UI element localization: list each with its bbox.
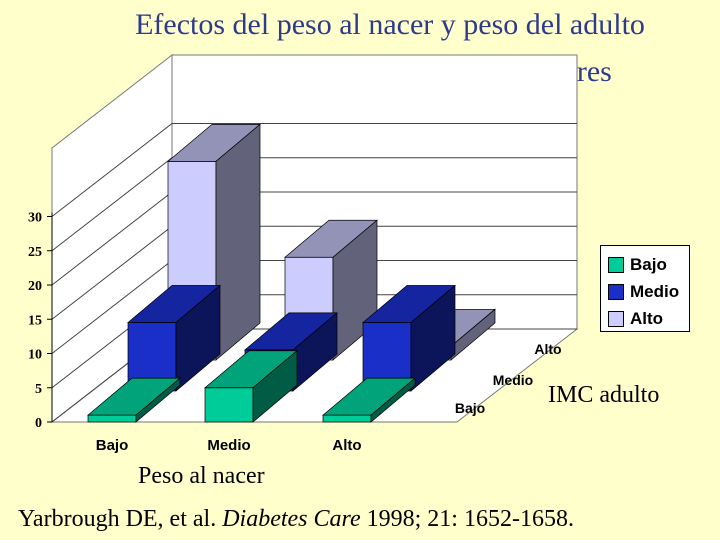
legend-item-alto: Alto	[608, 305, 689, 332]
x-axis-title: Peso al nacer	[138, 463, 265, 489]
x-tick-label: Alto	[332, 437, 361, 454]
bar-side	[135, 377, 181, 423]
y-tick-label: 20	[28, 279, 42, 294]
bar-front	[87, 414, 137, 423]
y-tick-label: 10	[28, 348, 42, 363]
legend-label-medio: Medio	[630, 281, 680, 301]
chart-title-line1: Efectos del peso al nacer y peso del adu…	[135, 8, 645, 41]
citation-ref: 1998; 21: 1652-1658.	[366, 506, 574, 532]
citation-authors: Yarbrough DE, et al.	[18, 506, 217, 532]
z-tick-label: Medio	[493, 372, 533, 388]
bar-bajo-bajo	[87, 377, 181, 423]
bar-side	[175, 284, 221, 392]
y-tick-label: 0	[35, 416, 42, 431]
citation: Yarbrough DE, et al. Diabetes Care 1998;…	[18, 506, 574, 533]
z-axis-title: IMC adulto	[548, 382, 660, 408]
citation-journal: Diabetes Care	[222, 506, 361, 532]
bar-side	[215, 123, 261, 361]
bar-bajo-medio	[204, 349, 298, 423]
legend-swatch-alto	[608, 310, 624, 327]
bar-side	[252, 349, 298, 423]
y-tick-label: 5	[35, 382, 42, 397]
gridline	[51, 123, 577, 217]
y-axis-ticks: 0 5 10 15 20 25 30	[28, 211, 53, 431]
chart-bars	[87, 123, 496, 423]
legend-label-alto: Alto	[630, 308, 664, 328]
x-axis-ticks: Bajo Medio Alto	[96, 437, 362, 454]
y-tick-label: 25	[28, 245, 42, 260]
x-tick-label: Bajo	[96, 437, 129, 454]
bar-front	[204, 387, 254, 423]
x-tick-label: Medio	[207, 437, 250, 454]
bar-medio-alto	[362, 284, 456, 392]
z-tick-label: Bajo	[455, 400, 485, 416]
legend-swatch-medio	[608, 283, 624, 300]
chart-legend: Bajo Medio Alto	[600, 245, 690, 332]
legend-item-bajo: Bajo	[608, 251, 689, 278]
y-tick-label: 30	[28, 211, 42, 226]
legend-swatch-bajo	[608, 256, 624, 273]
bar-side	[370, 377, 416, 423]
legend-item-medio: Medio	[608, 278, 689, 305]
bar-side	[410, 284, 456, 392]
legend-label-bajo: Bajo	[630, 254, 667, 274]
bar-bajo-alto	[322, 377, 416, 423]
bar-front	[322, 414, 372, 423]
y-tick-label: 15	[28, 313, 42, 328]
z-tick-label: Alto	[534, 341, 561, 357]
